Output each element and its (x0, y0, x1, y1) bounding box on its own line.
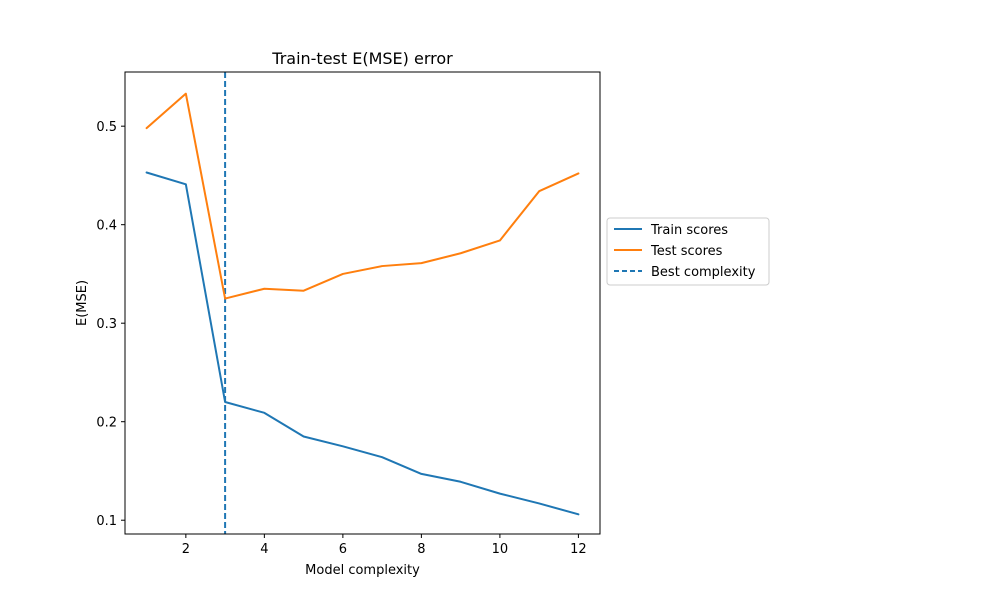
plot-background (125, 72, 600, 534)
train-score-point (185, 183, 187, 185)
y-tick-label: 0.5 (96, 120, 117, 135)
legend-label-best: Best complexity (651, 265, 756, 280)
y-tick-label: 0.2 (96, 416, 117, 431)
chart-title: Train-test E(MSE) error (271, 49, 453, 68)
test-score-point (420, 262, 422, 264)
y-axis: 0.1 0.2 0.3 0.4 0.5 (96, 120, 125, 529)
x-tick-label: 10 (492, 542, 509, 557)
legend: Train scores Test scores Best complexity (606, 217, 770, 286)
y-tick-label: 0.3 (96, 317, 117, 332)
x-axis: 2 4 6 8 10 12 (182, 534, 587, 557)
series-layer (145, 92, 580, 516)
train-score-point (381, 456, 383, 458)
legend-label-test: Test scores (650, 244, 723, 259)
test-score-point (460, 252, 462, 254)
x-axis-label: Model complexity (305, 563, 420, 578)
y-axis-label: E(MSE) (75, 280, 90, 326)
test-score-point (381, 265, 383, 267)
x-tick-label: 4 (260, 542, 268, 557)
test-score-point (263, 288, 265, 290)
test-score-point (303, 290, 305, 292)
train-score-point (577, 513, 579, 515)
test-score-point (224, 298, 226, 300)
train-score-point (224, 401, 226, 403)
y-tick-label: 0.1 (96, 514, 117, 529)
train-score-point (460, 481, 462, 483)
legend-label-train: Train scores (650, 223, 728, 238)
plot-frame (124, 71, 601, 535)
legend-box (606, 217, 770, 286)
test-score-point (577, 172, 579, 174)
plot-area (124, 71, 601, 535)
train-score-point (146, 171, 148, 173)
train-scores-line (145, 171, 580, 516)
test-score-point (342, 273, 344, 275)
train-score-point (303, 435, 305, 437)
train-score-point (538, 502, 540, 504)
x-tick-label: 8 (417, 542, 425, 557)
test-score-point (185, 93, 187, 95)
y-tick-label: 0.4 (96, 219, 117, 234)
test-scores-line (145, 92, 580, 300)
train-score-point (342, 445, 344, 447)
test-score-point (499, 239, 501, 241)
test-score-point (538, 190, 540, 192)
x-tick-label: 12 (570, 542, 587, 557)
x-tick-label: 6 (339, 542, 347, 557)
x-tick-label: 2 (182, 542, 190, 557)
test-score-point (146, 127, 148, 129)
train-score-point (263, 412, 265, 414)
train-score-point (420, 473, 422, 475)
train-score-point (499, 493, 501, 495)
